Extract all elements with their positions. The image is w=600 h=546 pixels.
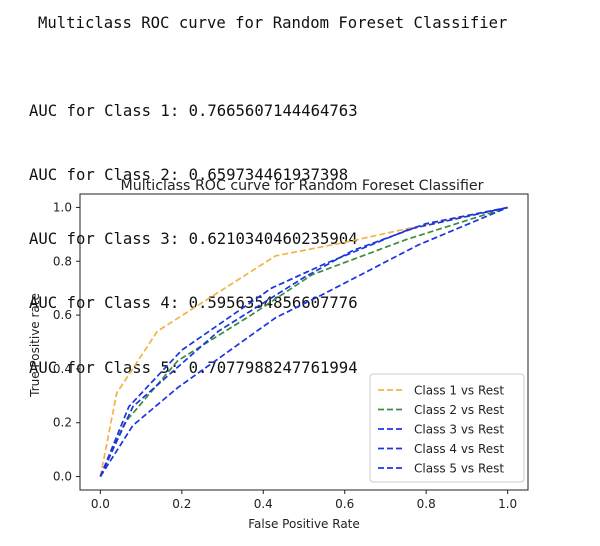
legend-box (369, 373, 525, 483)
x-axis-label: False Positive Rate (248, 517, 360, 531)
roc-chart: Multiclass ROC curve for Random Foreset … (28, 178, 529, 531)
x-tick-label: 0.8 (417, 497, 436, 511)
x-tick-label: 1.0 (498, 497, 517, 511)
series-line-class-3 (99, 206, 508, 477)
y-axis-label: True Positive rate (28, 293, 42, 398)
y-tick-label: 0.8 (53, 254, 72, 268)
x-tick-label: 0.6 (335, 497, 354, 511)
y-tick-label: 0.4 (53, 362, 72, 376)
x-tick-label: 0.2 (172, 497, 191, 511)
plot-area: 0.0 0.2 0.4 0.6 0.8 1.0 0.0 0.2 0.4 0.6 0.8 1.0 Clas… (53, 193, 529, 511)
plot-frame (79, 193, 529, 491)
legend-label-class-3: Class 3 vs Rest (414, 423, 504, 437)
y-tick-label: 0.2 (53, 416, 72, 430)
legend-label-class-4: Class 4 vs Rest (414, 442, 504, 456)
series-line-class-5 (99, 206, 508, 477)
auc-line-class-1: AUC for Class 1: 0.7665607144464763 (29, 101, 358, 120)
x-tick-label: 0.4 (254, 497, 273, 511)
legend-label-class-1: Class 1 vs Rest (414, 384, 504, 398)
chart-title: Multiclass ROC curve for Random Foreset … (121, 178, 484, 194)
auc-line-class-5: AUC for Class 5: 0.7077988247761994 (29, 358, 358, 377)
y-tick-label: 0.0 (53, 470, 72, 484)
x-tick-label: 0.0 (91, 497, 110, 511)
y-tick-label: 1.0 (53, 200, 72, 214)
auc-list: AUC for Class 1: 0.7665607144464763 AUC … (29, 58, 358, 422)
auc-line-class-3: AUC for Class 3: 0.6210340460235904 (29, 230, 358, 249)
legend-label-class-2: Class 2 vs Rest (414, 403, 504, 417)
legend-label-class-5: Class 5 vs Rest (414, 462, 504, 476)
auc-line-class-2: AUC for Class 2: 0.659734461937398 (29, 166, 349, 185)
printed-title: Multiclass ROC curve for Random Foreset … (38, 14, 508, 32)
y-tick-label: 0.6 (53, 308, 72, 322)
series-line-class-4 (99, 206, 508, 477)
